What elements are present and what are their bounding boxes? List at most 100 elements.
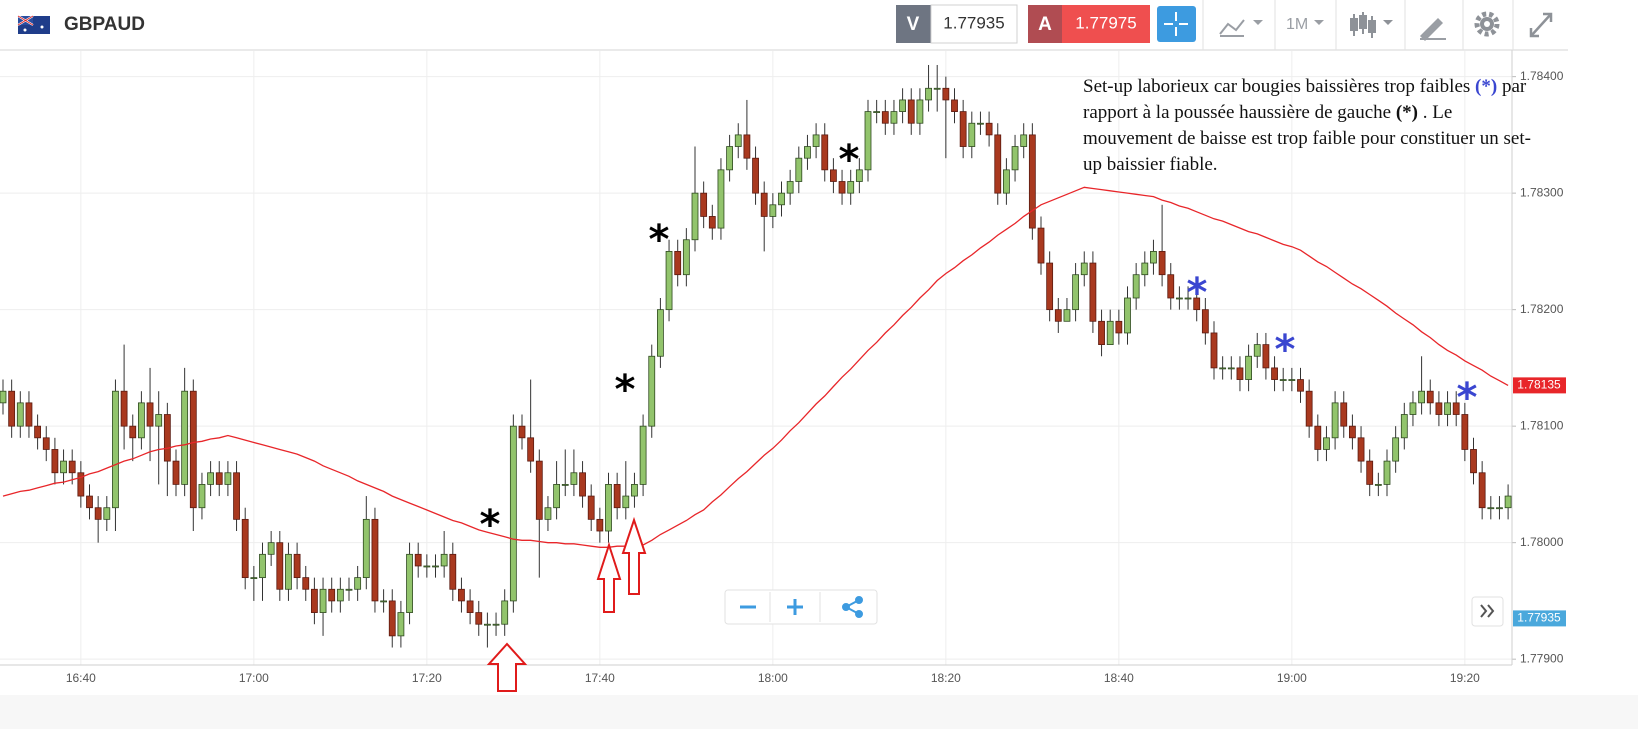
candle-body — [492, 623, 500, 626]
bid-button[interactable] — [896, 5, 931, 43]
x-tick-label: 16:40 — [66, 671, 96, 685]
note-text: par rapport à la poussée haussière de ga… — [1083, 76, 1527, 123]
scroll-right-icon — [1480, 604, 1495, 618]
candle-body — [613, 484, 621, 509]
annotation-marker: * — [1457, 375, 1478, 421]
annotation-marker: * — [1187, 270, 1208, 316]
candle-body — [1227, 367, 1235, 370]
candle-body — [233, 472, 240, 520]
candle-body — [475, 612, 483, 625]
bid-price-label: 1.77935 — [1517, 611, 1561, 625]
candle-body — [1115, 320, 1123, 334]
candle-body — [1331, 402, 1339, 439]
candle-body — [1011, 146, 1019, 171]
candle-body — [224, 472, 232, 485]
bid-label: V — [907, 14, 920, 35]
candle-body — [959, 111, 967, 147]
settings-button[interactable] — [1474, 11, 1500, 37]
candle-body — [449, 553, 457, 590]
candle-body — [579, 472, 586, 497]
candle-body — [622, 495, 630, 509]
candle-body — [1357, 437, 1365, 462]
x-tick-label: 18:40 — [1104, 671, 1134, 685]
candle-body — [1132, 274, 1140, 299]
candle-body — [60, 460, 67, 474]
candle-body — [1106, 320, 1114, 346]
candle-body — [734, 134, 742, 147]
candle-body — [302, 577, 310, 590]
toolbar — [0, 0, 1568, 50]
candle-body — [657, 309, 664, 357]
timeframe[interactable]: 1M — [1286, 16, 1308, 33]
ask-button[interactable] — [1028, 5, 1062, 43]
y-tick-label: 1.77900 — [1520, 651, 1564, 665]
ma-price-label: 1.78135 — [1517, 378, 1561, 392]
candle-body — [1158, 250, 1166, 276]
candle-body — [648, 355, 656, 427]
candle-body — [890, 111, 898, 124]
candle-body — [769, 204, 777, 217]
scroll-right-button[interactable] — [1471, 596, 1504, 627]
candle-body — [1210, 332, 1218, 369]
fullscreen-button[interactable] — [1529, 12, 1553, 38]
candle-body — [665, 250, 673, 311]
candle-body — [674, 250, 682, 276]
candle-body — [916, 99, 924, 124]
candle-body — [1461, 414, 1469, 450]
grid — [0, 51, 1516, 665]
candle-body — [1262, 344, 1270, 369]
draw-button[interactable] — [1420, 18, 1446, 41]
zoom-in-button[interactable] — [787, 599, 803, 615]
candle-body — [1072, 274, 1079, 311]
bid-price-tag — [1513, 610, 1566, 627]
candle-body — [1314, 425, 1322, 450]
candle-body — [951, 99, 958, 112]
candle-body — [553, 484, 560, 509]
crosshair-button[interactable] — [1157, 6, 1196, 42]
moving-average — [2, 186, 1509, 548]
candle-body — [319, 588, 327, 613]
candle-body — [1418, 390, 1425, 404]
candle-body — [830, 169, 837, 182]
annotation-arrows — [486, 516, 647, 692]
candle-body — [1063, 309, 1071, 322]
annotation-marker: * — [649, 217, 670, 263]
candle-body — [42, 437, 50, 450]
candle-body — [1219, 367, 1227, 370]
candle-body — [362, 518, 370, 579]
x-tick-label: 19:00 — [1277, 671, 1307, 685]
annotation-marker: * — [480, 502, 501, 548]
candle-body — [743, 134, 751, 159]
share-button[interactable] — [842, 596, 863, 618]
candle-body — [977, 122, 984, 125]
candle-body — [1288, 379, 1296, 381]
candle-body — [1201, 309, 1209, 334]
candle-body — [509, 425, 517, 602]
candle-body — [1496, 507, 1503, 510]
x-tick-label: 17:20 — [412, 671, 442, 685]
chart-type-button[interactable] — [1350, 12, 1393, 38]
candle-body — [414, 553, 422, 567]
x-tick-label: 17:00 — [239, 671, 269, 685]
candle-body — [1305, 390, 1313, 427]
candle-body — [1279, 379, 1287, 381]
candle-body — [752, 157, 759, 194]
bid-box — [930, 4, 1018, 44]
candle-body — [276, 542, 284, 590]
candle-body — [518, 425, 526, 439]
candle-body — [795, 157, 803, 182]
candle-body — [968, 122, 976, 147]
indicator-button[interactable] — [1219, 19, 1263, 37]
candle-body — [907, 99, 915, 124]
note-marker: (*) — [1395, 102, 1418, 123]
candle-body — [1253, 344, 1261, 357]
candle-body — [501, 600, 509, 625]
ask-box — [1062, 5, 1150, 43]
candle-body — [371, 518, 379, 602]
candle-body — [86, 495, 93, 509]
candle-body — [380, 600, 388, 603]
candle-body — [120, 390, 128, 427]
candle-body — [1176, 297, 1183, 300]
candle-body — [544, 507, 552, 520]
